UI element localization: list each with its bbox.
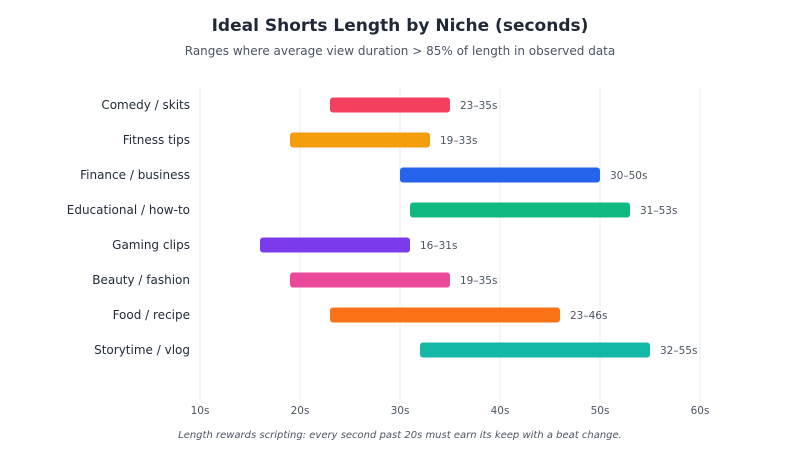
range-label: 19–35s xyxy=(460,275,497,287)
x-tick-label: 20s xyxy=(291,405,310,417)
range-label: 19–33s xyxy=(440,135,477,147)
range-bar xyxy=(410,202,630,218)
range-bar xyxy=(290,272,450,288)
range-label: 30–50s xyxy=(610,170,647,182)
category-label: Educational / how-to xyxy=(67,203,190,217)
x-tick-label: 50s xyxy=(591,405,610,417)
range-bar xyxy=(290,132,430,148)
range-label: 16–31s xyxy=(420,240,457,252)
range-bar xyxy=(330,307,560,323)
x-tick-label: 60s xyxy=(691,405,710,417)
range-bar xyxy=(400,167,600,183)
category-label: Finance / business xyxy=(80,168,190,182)
category-label: Gaming clips xyxy=(112,238,190,252)
category-label: Fitness tips xyxy=(123,133,190,147)
range-label: 31–53s xyxy=(640,205,677,217)
chart-title: Ideal Shorts Length by Niche (seconds) xyxy=(211,16,589,36)
range-bar xyxy=(260,237,410,253)
range-bars xyxy=(260,97,650,358)
category-labels: Comedy / skits Fitness tips Finance / busi… xyxy=(67,98,190,357)
chart-footnote: Length rewards scripting: every second p… xyxy=(178,430,622,441)
x-tick-label: 30s xyxy=(391,405,410,417)
category-label: Beauty / fashion xyxy=(92,273,190,287)
range-bar xyxy=(330,97,450,113)
x-tick-label: 10s xyxy=(191,405,210,417)
category-label: Storytime / vlog xyxy=(94,343,190,357)
range-labels: 23–35s 19–33s 30–50s 31–53s 16–31s 19–35s 23–4… xyxy=(420,100,697,357)
chart-subtitle: Ranges where average view duration > 85%… xyxy=(184,44,616,58)
category-label: Comedy / skits xyxy=(101,98,190,112)
range-label: 23–46s xyxy=(570,310,607,322)
range-label: 32–55s xyxy=(660,345,697,357)
range-label: 23–35s xyxy=(460,100,497,112)
x-tick-label: 40s xyxy=(491,405,510,417)
range-bar xyxy=(420,342,650,358)
x-axis-ticks: 10s 20s 30s 40s 50s 60s xyxy=(191,405,710,417)
category-label: Food / recipe xyxy=(113,308,190,322)
